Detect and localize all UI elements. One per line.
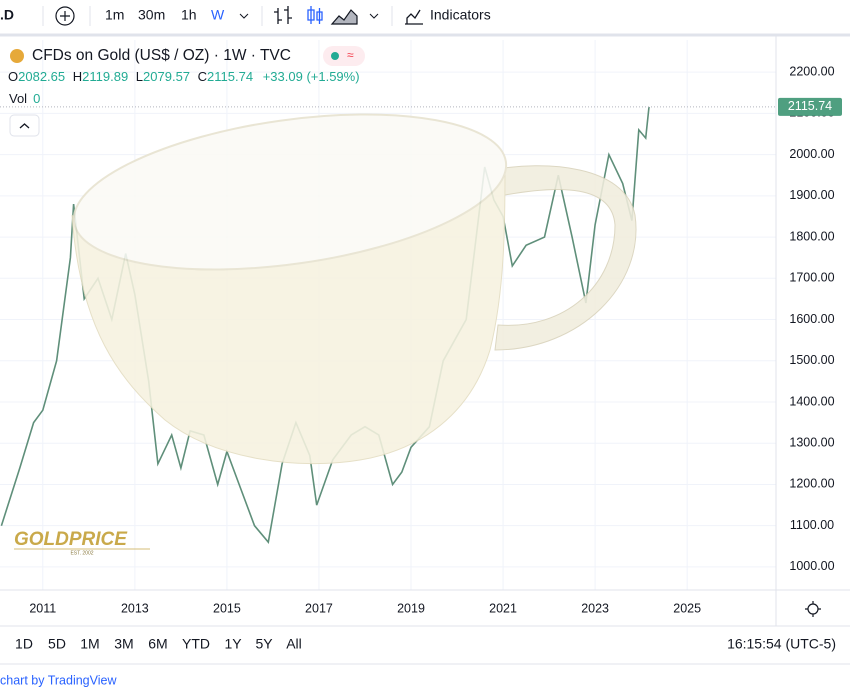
- status-pill[interactable]: [323, 46, 365, 66]
- attribution-link[interactable]: chart by TradingView: [0, 673, 117, 687]
- axes-layer: 1000.00 1100.00 1200.00 1300.00 1400.00 1500.…: [29, 64, 842, 615]
- collapse-icon: [19, 123, 30, 129]
- toolbar: [0, 0, 850, 33]
- area-icon[interactable]: [330, 9, 358, 25]
- goldprice-logo: GOLDPRICE: [14, 529, 128, 550]
- range-button[interactable]: 3M: [114, 636, 133, 652]
- y-tick-label: 2200.00: [789, 64, 834, 78]
- y-tick-label: 1700.00: [789, 271, 834, 285]
- range-button[interactable]: All: [286, 636, 302, 652]
- interval-button-active[interactable]: W: [211, 7, 225, 23]
- ohlc-value: 2119.89: [82, 69, 128, 84]
- interval-dropdown[interactable]: [239, 13, 249, 19]
- volume-value: 0: [33, 91, 40, 106]
- range-buttons: 1D 5D 1M 3M 6M YTD 1Y 5Y All: [15, 636, 302, 652]
- compare-button[interactable]: [55, 6, 75, 26]
- cup-handle: [491, 165, 637, 351]
- logo-est: EST. 2002: [70, 550, 93, 556]
- y-tick-label: 1400.00: [789, 394, 834, 408]
- range-button[interactable]: YTD: [182, 636, 210, 652]
- y-tick-label: 1000.00: [789, 559, 834, 573]
- ohlc-line: O2082.65 H2119.89 L2079.57 C2115.74 +33.…: [8, 69, 360, 84]
- range-button[interactable]: 1Y: [224, 636, 242, 652]
- ohlc-label: L: [136, 69, 143, 84]
- chart-type-dropdown[interactable]: [369, 13, 379, 19]
- interval-button[interactable]: 30m: [138, 7, 165, 23]
- symbol-description: CFDs on Gold (US$ / OZ) · 1W · TVC: [32, 47, 291, 64]
- volume-label: Vol: [9, 91, 27, 106]
- clock: 16:15:54 (UTC-5): [727, 636, 836, 652]
- y-tick-label: 1100.00: [790, 518, 834, 532]
- y-tick-label: 1600.00: [789, 312, 834, 326]
- y-tick-label: 1900.00: [789, 188, 834, 202]
- compare-icon: [60, 11, 70, 21]
- last-price-badge: [778, 97, 842, 116]
- x-tick-label: 2021: [489, 601, 517, 615]
- range-button[interactable]: 6M: [148, 636, 167, 652]
- interval-button[interactable]: 1h: [181, 7, 197, 23]
- x-tick-label: 2011: [29, 601, 56, 615]
- status-icon: ≈: [347, 48, 354, 62]
- volume: Vol 0: [9, 91, 40, 106]
- interval-button[interactable]: 1m: [105, 7, 124, 23]
- ohlc-value: 2079.57: [143, 69, 190, 84]
- candles-icon[interactable]: [307, 6, 323, 24]
- market-status-dot: [331, 52, 339, 60]
- ohlc-label: C: [198, 69, 207, 84]
- change: +33.09 (+1.59%): [263, 69, 360, 84]
- y-tick-label: 1200.00: [789, 477, 834, 491]
- y-tick-label: 1300.00: [789, 436, 834, 450]
- range-button[interactable]: 5Y: [255, 636, 273, 652]
- y-tick-label: 1500.00: [789, 353, 834, 367]
- y-tick-label: 2000.00: [789, 147, 834, 161]
- ohlc-value: 2082.65: [18, 69, 65, 84]
- x-tick-label: 2023: [581, 601, 609, 615]
- range-button[interactable]: 1M: [80, 636, 99, 652]
- range-button[interactable]: 1D: [15, 636, 33, 652]
- bars-icon[interactable]: [274, 6, 292, 24]
- last-price-label: 2115.74: [788, 99, 832, 113]
- cup-rim: [72, 113, 508, 271]
- symbol-logo: [10, 49, 24, 63]
- settings-button[interactable]: [805, 601, 821, 617]
- ohlc-label: H: [73, 69, 82, 84]
- x-tick-label: 2025: [673, 601, 701, 615]
- ohlc-value: 2115.74: [207, 69, 253, 84]
- indicators-button[interactable]: Indicators: [430, 7, 491, 23]
- y-tick-label: 1800.00: [789, 229, 834, 243]
- indicators-icon[interactable]: [405, 9, 423, 25]
- collapse-legend-button[interactable]: [9, 114, 40, 137]
- ohlc-label: O: [8, 69, 18, 84]
- x-tick-label: 2013: [121, 601, 149, 615]
- x-tick-label: 2017: [305, 601, 333, 615]
- symbol[interactable]: .D: [0, 7, 14, 23]
- cup-image: [71, 113, 637, 465]
- range-button[interactable]: 5D: [48, 636, 66, 652]
- x-tick-label: 2019: [397, 601, 425, 615]
- x-tick-label: 2015: [213, 601, 241, 615]
